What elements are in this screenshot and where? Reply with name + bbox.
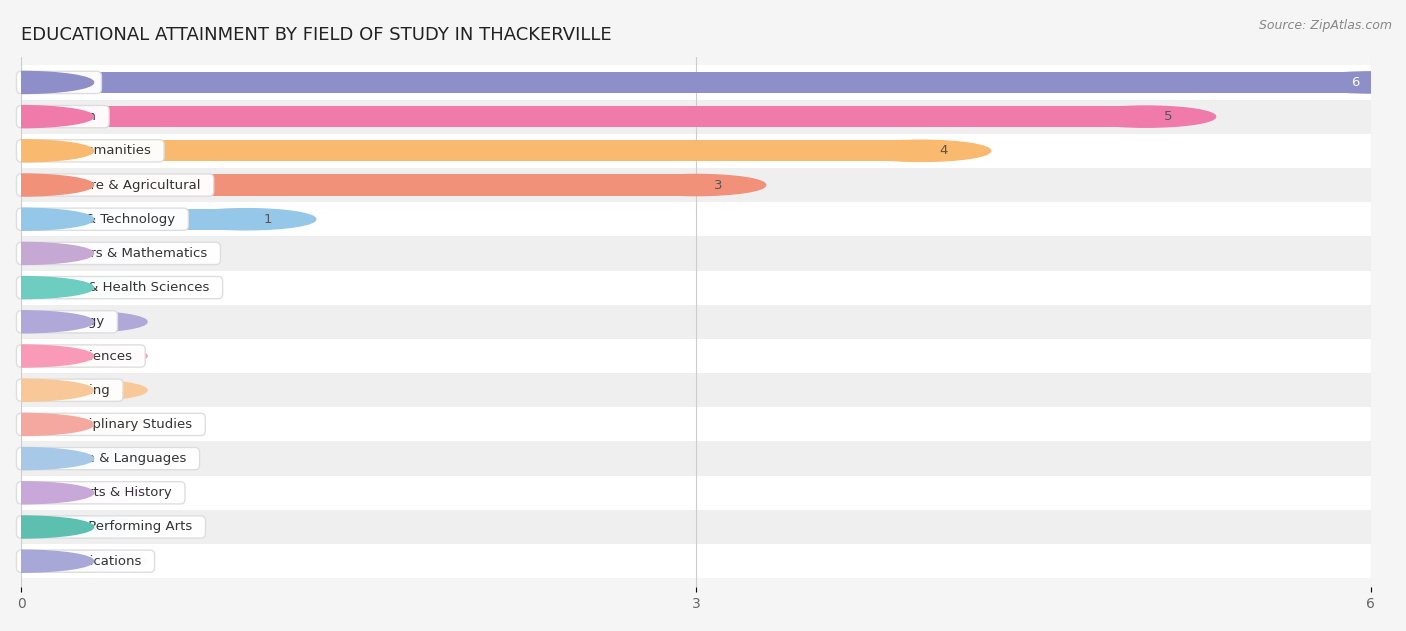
Bar — [21, 243, 77, 264]
Text: 0: 0 — [96, 452, 104, 465]
Text: Liberal Arts & History: Liberal Arts & History — [21, 487, 180, 499]
Bar — [21, 237, 1371, 271]
Text: Science & Technology: Science & Technology — [21, 213, 184, 226]
Text: 1: 1 — [264, 213, 273, 226]
Bar — [21, 407, 1371, 442]
Circle shape — [0, 174, 94, 196]
Bar — [21, 448, 77, 469]
Bar — [21, 277, 77, 298]
Bar — [21, 544, 1371, 578]
Circle shape — [0, 242, 94, 264]
Text: EDUCATIONAL ATTAINMENT BY FIELD OF STUDY IN THACKERVILLE: EDUCATIONAL ATTAINMENT BY FIELD OF STUDY… — [21, 26, 612, 44]
Bar — [21, 311, 77, 333]
Circle shape — [176, 209, 316, 230]
Bar — [21, 134, 1371, 168]
Circle shape — [0, 379, 94, 401]
Bar — [21, 209, 246, 230]
Text: Education: Education — [21, 110, 104, 123]
Bar — [21, 551, 77, 572]
Text: Business: Business — [21, 76, 97, 89]
Text: Engineering: Engineering — [21, 384, 118, 397]
Bar — [21, 339, 1371, 373]
Text: 0: 0 — [96, 247, 104, 260]
Circle shape — [1301, 72, 1406, 93]
Circle shape — [7, 345, 148, 367]
Circle shape — [0, 447, 94, 469]
Circle shape — [7, 380, 148, 401]
Text: Physical & Health Sciences: Physical & Health Sciences — [21, 281, 218, 294]
Circle shape — [0, 276, 94, 298]
Bar — [21, 66, 1371, 100]
Circle shape — [7, 482, 148, 504]
Circle shape — [626, 174, 766, 196]
Bar — [21, 442, 1371, 476]
Text: 4: 4 — [939, 144, 948, 157]
Text: Bio, Nature & Agricultural: Bio, Nature & Agricultural — [21, 179, 209, 192]
Text: Psychology: Psychology — [21, 316, 112, 328]
Circle shape — [0, 140, 94, 162]
Text: 0: 0 — [96, 418, 104, 431]
Circle shape — [7, 311, 148, 333]
Text: 5: 5 — [1164, 110, 1173, 123]
Circle shape — [7, 414, 148, 435]
Bar — [21, 373, 1371, 407]
Bar — [21, 100, 1371, 134]
Text: Social Sciences: Social Sciences — [21, 350, 141, 362]
Bar — [21, 380, 77, 401]
Text: 0: 0 — [96, 487, 104, 499]
Circle shape — [0, 413, 94, 435]
Circle shape — [0, 208, 94, 230]
Text: Arts & Humanities: Arts & Humanities — [21, 144, 159, 157]
Circle shape — [0, 311, 94, 333]
Bar — [21, 305, 1371, 339]
Bar — [21, 345, 77, 367]
Bar — [21, 414, 77, 435]
Bar — [21, 516, 77, 538]
Circle shape — [7, 551, 148, 572]
Bar — [21, 510, 1371, 544]
Circle shape — [0, 481, 94, 504]
Circle shape — [7, 516, 148, 538]
Bar — [21, 476, 1371, 510]
Text: Visual & Performing Arts: Visual & Performing Arts — [21, 521, 201, 533]
Text: Literature & Languages: Literature & Languages — [21, 452, 195, 465]
Text: Communications: Communications — [21, 555, 150, 568]
Bar — [21, 106, 1146, 127]
Circle shape — [7, 277, 148, 298]
Text: 0: 0 — [96, 555, 104, 568]
Bar — [21, 140, 921, 162]
Text: 0: 0 — [96, 384, 104, 397]
Bar — [21, 202, 1371, 237]
Circle shape — [7, 448, 148, 469]
Text: Multidisciplinary Studies: Multidisciplinary Studies — [21, 418, 201, 431]
Circle shape — [0, 105, 94, 127]
Text: Computers & Mathematics: Computers & Mathematics — [21, 247, 217, 260]
Circle shape — [0, 516, 94, 538]
Text: 0: 0 — [96, 316, 104, 328]
Bar — [21, 271, 1371, 305]
Bar — [21, 168, 1371, 202]
Bar — [21, 72, 1371, 93]
Circle shape — [0, 345, 94, 367]
Bar — [21, 174, 696, 196]
Text: Source: ZipAtlas.com: Source: ZipAtlas.com — [1258, 19, 1392, 32]
Circle shape — [851, 140, 991, 162]
Bar — [21, 482, 77, 504]
Text: 6: 6 — [1351, 76, 1360, 89]
Circle shape — [7, 243, 148, 264]
Text: 0: 0 — [96, 281, 104, 294]
Circle shape — [1076, 106, 1216, 127]
Circle shape — [0, 550, 94, 572]
Circle shape — [0, 71, 94, 93]
Text: 0: 0 — [96, 521, 104, 533]
Text: 0: 0 — [96, 350, 104, 362]
Text: 3: 3 — [714, 179, 723, 192]
